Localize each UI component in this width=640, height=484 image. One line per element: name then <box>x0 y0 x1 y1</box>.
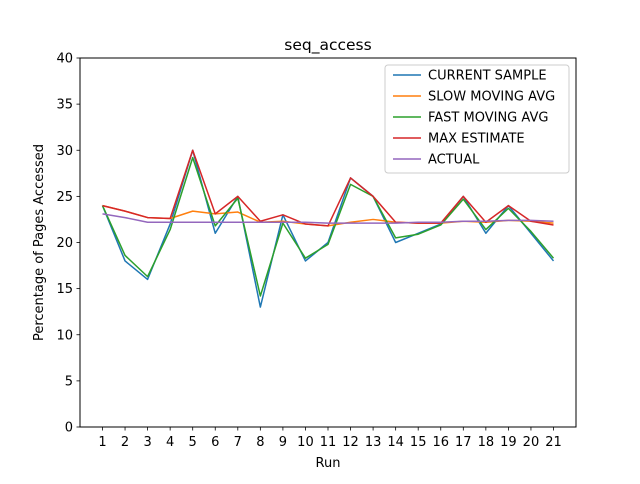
legend-label-3: FAST MOVING AVG <box>428 111 548 126</box>
x-tick-label: 9 <box>279 435 287 450</box>
legend: CURRENT SAMPLE SLOW MOVING AVG FAST MOVING… <box>384 64 570 174</box>
y-tick-label: 10 <box>56 328 73 343</box>
y-axis: 0 5 10 15 20 25 30 35 40 <box>56 52 80 436</box>
x-tick-label: 14 <box>387 435 404 450</box>
legend-label-1: CURRENT SAMPLE <box>428 69 547 84</box>
x-tick-label: 3 <box>143 435 151 450</box>
x-tick-label: 15 <box>410 435 427 450</box>
x-tick-label: 16 <box>432 435 449 450</box>
x-tick-label: 19 <box>500 435 517 450</box>
x-tick-label: 1 <box>98 435 106 450</box>
series-line-5 <box>102 213 554 224</box>
y-tick-label: 15 <box>56 282 73 297</box>
x-tick-label: 13 <box>365 435 382 450</box>
legend-label-4: MAX ESTIMATE <box>428 132 525 147</box>
x-tick-label: 20 <box>523 435 540 450</box>
legend-label-2: SLOW MOVING AVG <box>428 90 555 105</box>
y-axis-label: Percentage of Pages Accessed <box>32 144 47 341</box>
y-tick-label: 0 <box>65 421 73 436</box>
y-tick-label: 40 <box>56 52 73 67</box>
series-line-4 <box>102 149 554 227</box>
plot-lines <box>101 149 555 308</box>
y-tick-label: 35 <box>56 98 73 113</box>
x-tick-label: 2 <box>121 435 129 450</box>
chart-title: seq_access <box>284 36 371 55</box>
x-tick-label: 17 <box>455 435 472 450</box>
series-line-3 <box>101 156 555 297</box>
y-tick-label: 30 <box>56 144 73 159</box>
x-tick-label: 7 <box>234 435 242 450</box>
x-tick-label: 4 <box>166 435 174 450</box>
x-tick-label: 21 <box>545 435 562 450</box>
x-axis: 1 2 3 4 5 6 7 8 9 10 11 12 13 14 15 16 17 18 19 20 21 <box>98 427 562 450</box>
x-tick-label: 6 <box>211 435 219 450</box>
x-tick-label: 11 <box>320 435 337 450</box>
x-tick-label: 12 <box>342 435 359 450</box>
legend-box <box>384 64 570 174</box>
legend-label-5: ACTUAL <box>428 153 480 168</box>
x-tick-label: 10 <box>297 435 314 450</box>
y-tick-label: 5 <box>65 374 73 389</box>
x-tick-label: 18 <box>478 435 495 450</box>
x-tick-label: 5 <box>189 435 197 450</box>
y-tick-label: 20 <box>56 236 73 251</box>
x-axis-label: Run <box>316 456 341 471</box>
y-tick-label: 25 <box>56 190 73 205</box>
x-tick-label: 8 <box>256 435 264 450</box>
